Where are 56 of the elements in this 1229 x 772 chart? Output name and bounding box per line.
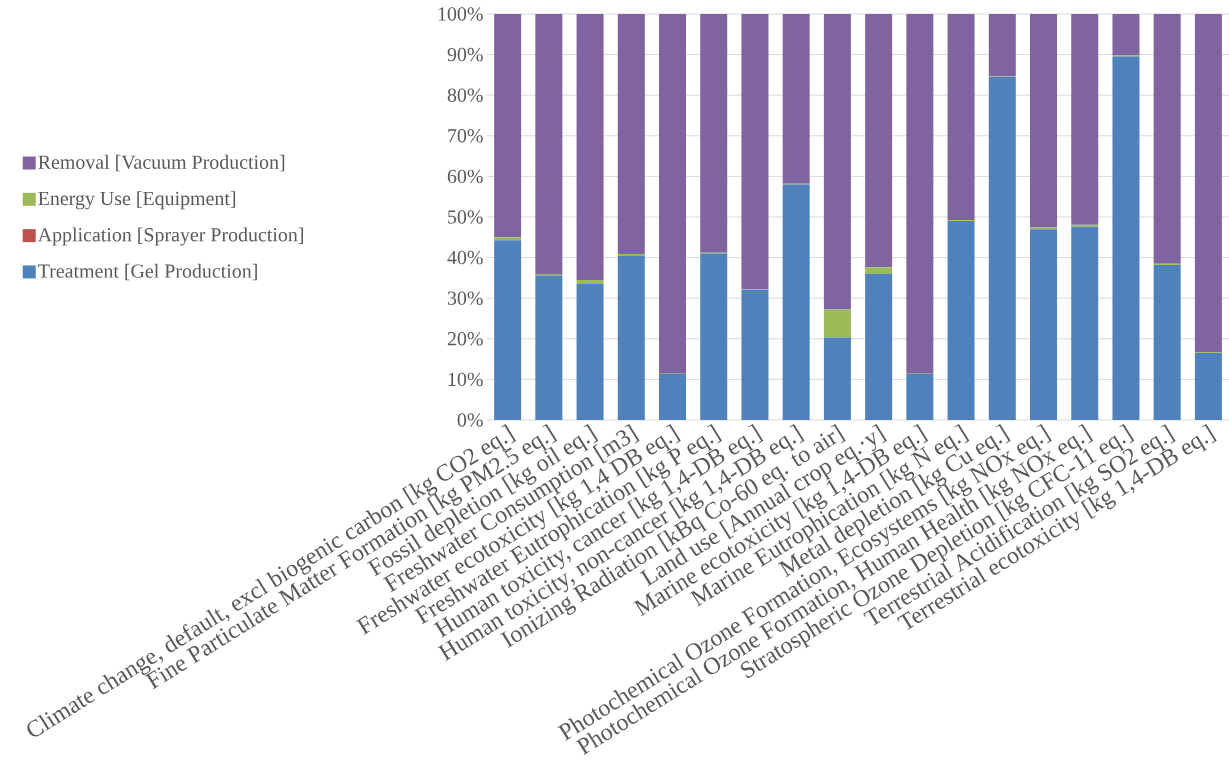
y-tick-label: 30% <box>447 291 483 305</box>
y-tick-label: 60% <box>447 169 483 184</box>
legend-label: Energy Use [Equipment] <box>38 191 236 210</box>
bar <box>865 267 893 274</box>
legend-label: Treatment [Gel Production] <box>38 263 257 281</box>
bar <box>494 13 522 238</box>
bar <box>782 184 810 420</box>
bar <box>947 221 975 420</box>
y-tick-label: 80% <box>447 88 483 102</box>
bar <box>700 253 728 420</box>
bar <box>988 76 1016 420</box>
bar <box>494 237 522 241</box>
bar <box>576 279 604 284</box>
bar <box>494 240 522 420</box>
y-tick-label: 10% <box>448 372 483 387</box>
y-tick-label: 50% <box>448 210 483 224</box>
bar <box>1030 13 1058 228</box>
y-tick-label: 0% <box>457 413 483 427</box>
bar <box>988 13 1016 77</box>
bar <box>535 13 563 275</box>
legend-label: Application [Sprayer Production] <box>37 227 303 246</box>
bar <box>1153 13 1181 264</box>
y-tick-label: 90% <box>447 47 483 62</box>
bar <box>700 13 728 253</box>
bar <box>659 13 687 374</box>
y-tick-label: 70% <box>448 129 483 143</box>
bar <box>1071 224 1099 227</box>
bar <box>906 13 934 374</box>
bar <box>1153 264 1181 420</box>
bar <box>535 275 563 420</box>
bar <box>576 13 604 280</box>
legend-label: Removal [Vacuum Production] <box>38 154 285 172</box>
bar <box>576 283 604 420</box>
bar <box>947 13 975 221</box>
bar <box>1030 229 1058 420</box>
bar <box>741 13 769 290</box>
bar <box>659 374 687 420</box>
bar <box>617 13 645 254</box>
bar <box>741 290 769 420</box>
bar <box>906 374 934 420</box>
bar <box>1071 13 1099 225</box>
bar <box>823 13 851 310</box>
bar <box>865 273 893 420</box>
bar <box>865 13 893 268</box>
bar <box>1071 226 1099 420</box>
bar <box>1112 56 1140 420</box>
bar <box>1194 353 1222 420</box>
y-tick-label: 20% <box>447 332 483 346</box>
bar <box>617 255 645 420</box>
bar <box>1112 13 1140 56</box>
bar <box>1194 13 1222 353</box>
bar <box>782 13 810 184</box>
y-tick-label: 40% <box>447 250 483 265</box>
y-tick-label: 100% <box>438 7 483 21</box>
bar <box>823 309 851 338</box>
bar <box>823 337 851 420</box>
